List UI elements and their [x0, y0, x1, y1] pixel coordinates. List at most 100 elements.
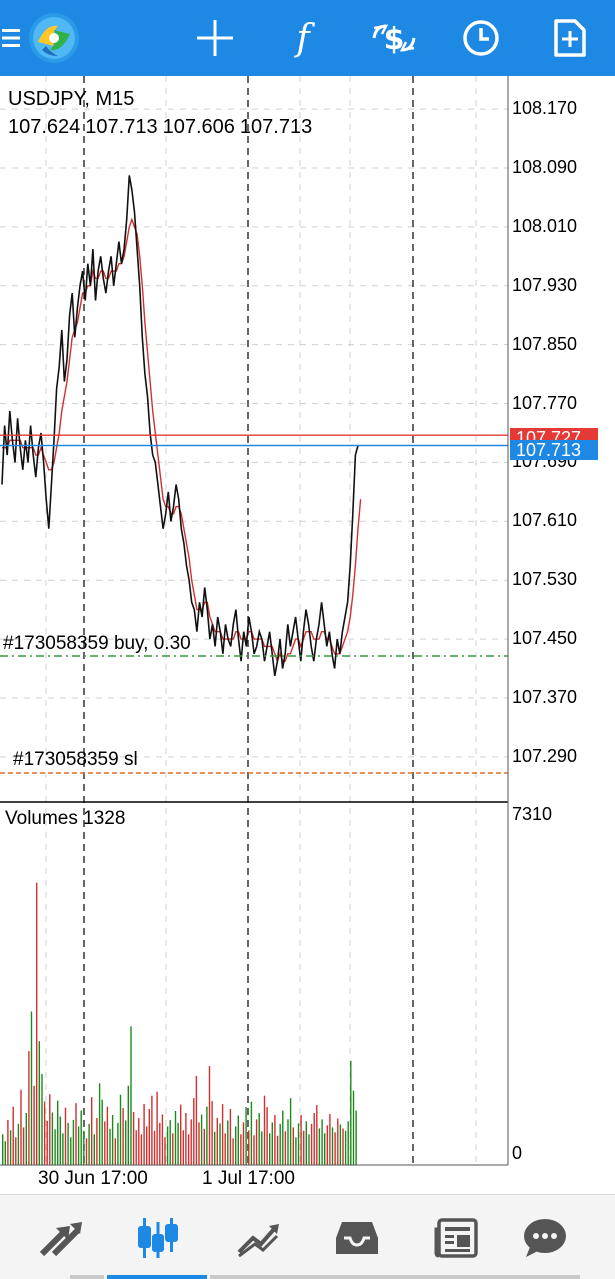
volume-bar — [25, 1113, 27, 1165]
volume-bar — [198, 1122, 200, 1165]
volume-bar — [153, 1130, 156, 1165]
volume-bar — [114, 1138, 116, 1165]
volume-bar — [269, 1133, 271, 1165]
svg-text:$: $ — [384, 22, 405, 57]
history-icon[interactable] — [207, 1195, 309, 1279]
symbol-label: USDJPY, M15 — [8, 88, 135, 110]
volume-bar — [344, 1130, 347, 1165]
volume-bar — [2, 1134, 4, 1165]
volume-bar — [352, 1090, 355, 1165]
volume-bar — [221, 1104, 224, 1165]
volume-bar — [93, 1134, 95, 1165]
ohlc-high: 107.713 — [85, 116, 158, 138]
volume-bar — [135, 1130, 137, 1165]
volume-bar — [146, 1126, 148, 1165]
metatrader-logo-icon[interactable] — [26, 0, 82, 76]
volume-bar — [324, 1133, 326, 1165]
volume-bar — [295, 1137, 297, 1165]
volume-axis-max: 7310 — [512, 804, 553, 824]
volume-bar — [334, 1132, 336, 1165]
indicators-icon[interactable]: f — [278, 0, 328, 76]
volume-bar — [51, 1112, 54, 1165]
volume-bar — [98, 1083, 101, 1165]
volume-bar — [4, 1141, 6, 1165]
volume-bar — [240, 1134, 242, 1165]
volume-bar — [43, 1101, 46, 1165]
chat-icon[interactable] — [494, 1195, 596, 1279]
volume-bar — [193, 1098, 195, 1165]
ohlc-close: 107.713 — [239, 116, 313, 138]
chart-area[interactable]: USDJPY, M15 107.624 107.713 107.606 107.713… — [0, 76, 615, 1194]
new-order-icon[interactable] — [545, 0, 595, 76]
volume-bar — [195, 1075, 198, 1165]
volume-bar — [282, 1110, 284, 1165]
volume-bar — [36, 882, 38, 1165]
trade-icon[interactable]: $ — [366, 0, 422, 76]
price-chart[interactable] — [0, 76, 615, 1194]
volume-bar — [30, 1011, 33, 1165]
price-axis-tick: 107.850 — [512, 333, 578, 354]
volume-bar — [287, 1119, 289, 1165]
volume-bar — [12, 1106, 14, 1165]
volume-bar — [59, 1116, 61, 1165]
volume-bar — [104, 1121, 106, 1165]
price-axis-tick: 107.930 — [512, 274, 578, 295]
volume-bar — [289, 1098, 292, 1165]
volume-bar — [258, 1113, 260, 1165]
order-buy-label[interactable]: #173058359 buy, 0.30 — [3, 633, 191, 654]
volume-bar — [166, 1126, 169, 1165]
volume-bar — [148, 1109, 150, 1165]
volume-bar — [326, 1125, 328, 1165]
volume-bar — [206, 1106, 208, 1165]
news-icon[interactable] — [405, 1195, 507, 1279]
trade-arrows-icon[interactable] — [10, 1195, 112, 1279]
volume-bar — [185, 1113, 187, 1165]
volume-bar — [77, 1126, 80, 1165]
chart-candles-icon[interactable] — [107, 1195, 209, 1279]
volume-bar — [284, 1131, 287, 1165]
volume-bar — [122, 1108, 124, 1165]
price-axis-tick: 108.010 — [512, 215, 578, 236]
volume-bar — [337, 1118, 339, 1165]
price-axis-tick: 107.290 — [512, 745, 578, 766]
volume-bar — [329, 1114, 331, 1165]
volume-bar — [224, 1133, 226, 1165]
volume-bar — [80, 1110, 82, 1165]
volume-bar — [72, 1119, 75, 1165]
price-axis-tick: 108.090 — [512, 157, 578, 177]
time-tick-1: 1 Jul 17:00 — [202, 1168, 295, 1189]
volume-bar — [64, 1107, 67, 1165]
volume-bar — [321, 1119, 323, 1165]
volume-bar — [111, 1115, 114, 1165]
moving-average-line — [2, 217, 362, 664]
volume-bar — [20, 1089, 22, 1165]
volume-bar — [67, 1122, 69, 1165]
volume-bar — [156, 1091, 158, 1165]
volume-bar — [203, 1128, 205, 1165]
volume-bar — [180, 1104, 182, 1165]
volume-bar — [347, 1121, 349, 1165]
volume-bar — [132, 1112, 135, 1165]
volume-bar — [274, 1115, 276, 1165]
volume-bar — [305, 1121, 307, 1165]
volume-bar — [164, 1137, 166, 1165]
volume-bar — [232, 1138, 234, 1165]
ohlc-low: 107.606 — [162, 116, 235, 138]
volume-bar — [182, 1130, 184, 1165]
volume-bar — [106, 1106, 109, 1165]
volume-bar — [159, 1122, 161, 1165]
volume-bar — [297, 1123, 300, 1165]
order-sl-label[interactable]: #173058359 sl — [13, 749, 138, 770]
timeframe-icon[interactable] — [456, 0, 506, 76]
volume-bar — [355, 1110, 357, 1165]
inbox-icon[interactable] — [306, 1195, 408, 1279]
volume-bar — [255, 1119, 258, 1165]
volume-bar — [49, 1094, 51, 1165]
bid-price-tag: 107.713 — [510, 440, 598, 460]
volume-bar — [151, 1095, 153, 1165]
crosshair-icon[interactable] — [190, 0, 240, 76]
volume-bar — [96, 1118, 98, 1165]
volume-bar — [339, 1124, 342, 1165]
volume-bar — [310, 1123, 313, 1165]
menu-icon[interactable] — [0, 0, 22, 76]
